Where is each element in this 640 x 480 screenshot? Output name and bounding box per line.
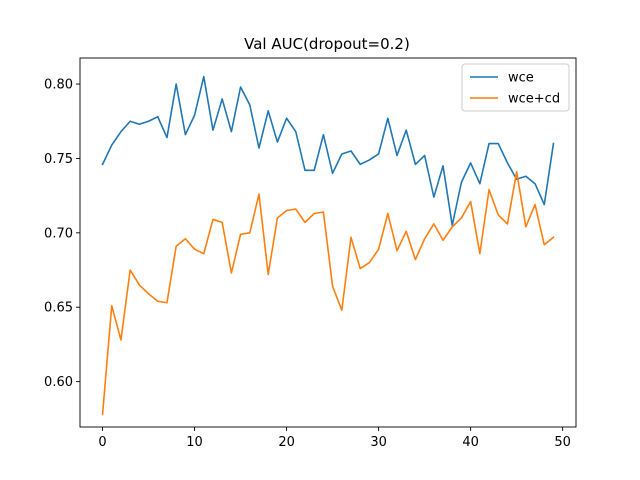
x-tick-label: 10 [186, 435, 203, 450]
x-tick-label: 40 [462, 435, 479, 450]
y-tick-label: 0.75 [44, 152, 73, 167]
y-tick-label: 0.70 [44, 226, 73, 241]
legend: wce wce+cd [461, 63, 570, 112]
legend-label-1: wce [508, 71, 534, 86]
y-tick-label: 0.65 [44, 301, 73, 316]
series-line-1 [101, 75, 555, 227]
y-tick-label: 0.60 [44, 375, 73, 390]
x-tick-label: 50 [554, 435, 571, 450]
plot-frame [79, 57, 577, 428]
series-line-2 [101, 171, 555, 416]
legend-box [461, 63, 570, 112]
axes-layer: 0 10 20 30 40 50 0.60 0.65 0.70 0.75 0.80 [44, 57, 577, 450]
x-tick-label: 0 [98, 435, 106, 450]
x-tick-label: 20 [278, 435, 295, 450]
series-layer [101, 75, 555, 416]
x-tick-label: 30 [370, 435, 387, 450]
y-tick-label: 0.80 [44, 78, 73, 93]
chart-title: Val AUC(dropout=0.2) [244, 35, 410, 53]
legend-label-2: wce+cd [508, 92, 560, 107]
